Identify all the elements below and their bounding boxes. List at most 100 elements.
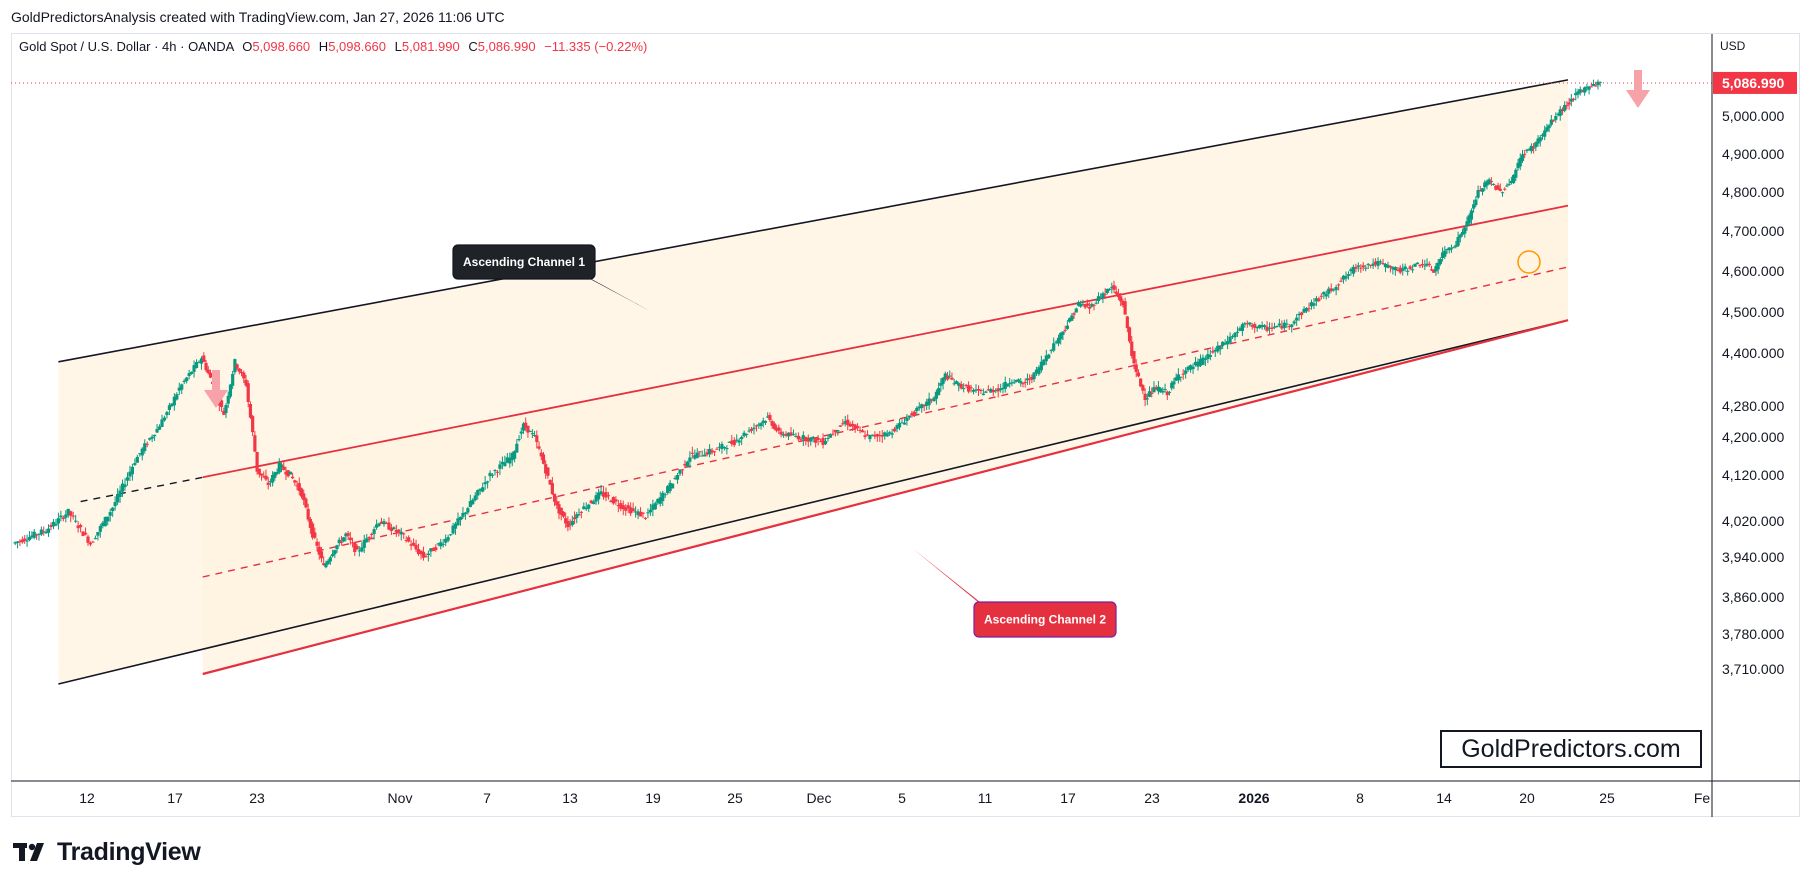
candle (476, 489, 480, 500)
x-tick-label: 25 (727, 790, 743, 806)
candle (1529, 143, 1533, 154)
candle (606, 492, 611, 500)
candle (663, 492, 667, 499)
channel-lines-layer (58, 79, 1569, 685)
candle (1538, 135, 1542, 147)
candle (1016, 378, 1021, 384)
candle (1339, 277, 1343, 283)
candle (277, 458, 281, 475)
candle (614, 496, 618, 505)
candle (1198, 354, 1203, 368)
candle (1092, 303, 1096, 311)
candle (1516, 159, 1520, 171)
candle (856, 423, 860, 431)
candle (1567, 97, 1571, 110)
candle (1452, 246, 1456, 249)
candle (1354, 263, 1358, 273)
candle (101, 520, 105, 529)
candle (118, 485, 122, 503)
candle (794, 432, 798, 438)
candle (1037, 365, 1041, 376)
candle (471, 498, 475, 506)
candle (1008, 377, 1012, 388)
candle (675, 473, 680, 484)
candle (1250, 322, 1254, 330)
candle (636, 509, 640, 520)
candle (671, 483, 675, 489)
candle (199, 356, 204, 370)
candle (564, 512, 568, 528)
candle (720, 441, 724, 454)
candle (1371, 258, 1375, 269)
candle (1467, 213, 1471, 227)
candle (821, 433, 825, 449)
candle (1356, 262, 1360, 272)
candle (404, 536, 408, 543)
change-value: −11.335 (−0.22%) (544, 39, 648, 54)
candle (959, 381, 963, 390)
candle (517, 435, 521, 442)
candle (1074, 307, 1078, 313)
candle (725, 445, 729, 455)
candle (1203, 355, 1207, 367)
candle (964, 383, 968, 389)
candle (1327, 286, 1331, 298)
currency-label[interactable]: USD (1720, 39, 1746, 53)
candle (197, 360, 201, 364)
candle (1391, 266, 1395, 275)
tradingview-logo[interactable]: TradingView (13, 837, 201, 867)
chart-frame[interactable] (11, 33, 1800, 817)
x-tick-label: 20 (1519, 790, 1535, 806)
candle (1571, 97, 1576, 102)
tradingview-logo-icon (13, 841, 53, 863)
candle (322, 556, 326, 566)
candle (1585, 83, 1589, 92)
channel-2-upper-line (202, 204, 1569, 479)
candle (61, 515, 65, 522)
candle (727, 441, 731, 443)
candle (382, 518, 386, 527)
candle (779, 428, 783, 438)
candle (1576, 88, 1580, 99)
candle (528, 430, 532, 432)
candle (167, 402, 171, 416)
candle (172, 393, 176, 411)
candle (76, 521, 80, 533)
candle (113, 496, 117, 511)
symbol-name[interactable]: Gold Spot / U.S. Dollar · 4h · OANDA (19, 39, 234, 54)
candle (42, 526, 46, 536)
candle (375, 519, 379, 530)
candle (658, 491, 662, 507)
y-tick-label: 4,700.000 (1722, 223, 1784, 239)
candle (1478, 185, 1482, 192)
candle (328, 555, 332, 565)
candle (434, 544, 438, 552)
candle (1230, 334, 1235, 339)
candle (59, 510, 63, 522)
candle (537, 441, 541, 451)
candle (302, 489, 306, 505)
candle (1393, 266, 1397, 276)
candle (1094, 298, 1098, 305)
candle (194, 359, 199, 369)
candle (81, 531, 85, 537)
candle (1014, 379, 1018, 383)
candle (629, 502, 633, 517)
x-tick-label: 13 (562, 790, 578, 806)
candle (858, 426, 862, 434)
candle (441, 539, 445, 548)
close-value: 5,086.990 (477, 39, 536, 54)
candle (1243, 321, 1247, 328)
candle (1090, 302, 1094, 308)
candle (120, 479, 125, 497)
candle (1583, 86, 1587, 96)
candle (1429, 265, 1434, 272)
candle (624, 504, 628, 516)
x-tick-label: 23 (249, 790, 265, 806)
high-value: 5,098.660 (328, 39, 387, 54)
candle (282, 460, 286, 471)
candle (1163, 383, 1167, 393)
candle (747, 427, 751, 433)
candle (1255, 326, 1259, 332)
